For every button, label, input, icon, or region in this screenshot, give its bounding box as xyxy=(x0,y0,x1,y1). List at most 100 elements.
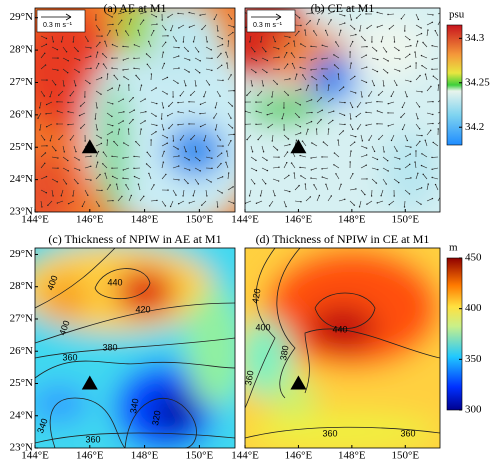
arrow-head xyxy=(289,78,290,79)
arrow-head xyxy=(311,142,312,143)
arrow-head xyxy=(175,194,176,195)
arrow-head xyxy=(431,177,432,178)
arrow-head xyxy=(172,96,173,97)
arrow-head xyxy=(107,139,108,140)
arrow-head xyxy=(272,140,273,141)
arrow-head xyxy=(319,195,320,196)
arrow-head xyxy=(101,143,102,144)
arrow-head xyxy=(167,189,168,190)
contour-label: 400 xyxy=(255,322,270,332)
arrow-head xyxy=(162,19,163,20)
arrow-head xyxy=(50,140,51,141)
arrow-head xyxy=(365,102,366,103)
arrow-head xyxy=(67,102,68,103)
arrow-head xyxy=(415,150,416,151)
arrow-head xyxy=(316,128,317,129)
arrow-head xyxy=(165,42,166,43)
panel-title: (b) CE at M1 xyxy=(311,1,375,15)
arrow-head xyxy=(292,63,293,64)
arrow-head xyxy=(246,95,247,96)
arrow-head xyxy=(200,170,201,171)
arrow-head xyxy=(349,51,350,52)
arrow-head xyxy=(211,168,212,169)
arrow-head xyxy=(310,196,311,197)
arrow-head xyxy=(300,104,301,105)
arrow-head xyxy=(61,41,62,42)
arrow-head xyxy=(95,118,96,119)
arrow-head xyxy=(97,162,98,163)
arrow-head xyxy=(288,175,289,176)
arrow-head xyxy=(311,76,312,77)
arrow-head xyxy=(150,139,151,140)
x-tick-label: 150°E xyxy=(391,214,419,226)
arrow-head xyxy=(442,119,443,120)
arrow-head xyxy=(428,183,429,184)
arrow-head xyxy=(386,183,387,184)
arrow-head xyxy=(357,106,358,107)
arrow-head xyxy=(398,50,399,51)
arrow-head xyxy=(365,112,366,113)
colorbar-tick-label: 300 xyxy=(465,404,482,416)
arrow-head xyxy=(283,107,284,108)
arrow-head xyxy=(167,142,168,143)
x-tick-label: 148°E xyxy=(338,450,366,462)
arrow-head xyxy=(46,79,47,80)
arrow-head xyxy=(57,57,58,58)
arrow-head xyxy=(68,170,69,171)
arrow-head xyxy=(90,68,91,69)
arrow-head xyxy=(354,204,355,205)
arrow-head xyxy=(443,110,444,111)
arrow-head xyxy=(196,151,197,152)
arrow-head xyxy=(289,191,290,192)
arrow-head xyxy=(111,131,112,132)
arrow-head xyxy=(352,107,353,108)
arrow-head xyxy=(143,196,144,197)
y-tick-label: 25°N xyxy=(10,141,33,153)
arrow-head xyxy=(201,205,202,206)
arrow-head xyxy=(311,169,312,170)
x-tick-label: 144°E xyxy=(231,214,259,226)
arrow-head xyxy=(328,128,329,129)
arrow-head xyxy=(97,52,98,53)
y-tick-label: 26°N xyxy=(10,108,33,120)
arrow-head xyxy=(377,26,378,27)
arrow-head xyxy=(57,110,58,111)
arrow-head xyxy=(66,183,67,184)
arrow-head xyxy=(77,51,78,52)
arrow-head xyxy=(432,142,433,143)
arrow-head xyxy=(421,135,422,136)
y-tick-label: 23°N xyxy=(10,442,33,454)
colorbar-tick-label: 400 xyxy=(465,302,482,314)
arrow-head xyxy=(99,42,100,43)
arrow-head xyxy=(165,29,166,30)
arrow-head xyxy=(230,74,231,75)
x-tick-label: 144°E xyxy=(231,450,259,462)
arrow-head xyxy=(356,116,357,117)
arrow-head xyxy=(421,91,422,92)
arrow-head xyxy=(52,195,53,196)
arrow-head xyxy=(109,30,110,31)
arrow-head xyxy=(214,19,215,20)
arrow-head xyxy=(300,201,301,202)
arrow-head xyxy=(299,155,300,156)
arrow-head xyxy=(269,205,270,206)
arrow-head xyxy=(422,42,423,43)
arrow-head xyxy=(376,123,377,124)
arrow-head xyxy=(377,159,378,160)
arrow-head xyxy=(396,85,397,86)
arrow-head xyxy=(331,195,332,196)
arrow-head xyxy=(322,176,323,177)
arrow-head xyxy=(355,92,356,93)
arrow-head xyxy=(44,95,45,96)
arrow-head xyxy=(417,118,418,119)
arrow-head xyxy=(155,116,156,117)
arrow-head xyxy=(366,82,367,83)
arrow-head xyxy=(78,71,79,72)
arrow-head xyxy=(66,51,67,52)
arrow-head xyxy=(225,162,226,163)
arrow-head xyxy=(377,202,378,203)
arrow-head xyxy=(255,124,256,125)
colorbar xyxy=(447,258,462,410)
arrow-head xyxy=(307,129,308,130)
arrow-head xyxy=(228,172,229,173)
